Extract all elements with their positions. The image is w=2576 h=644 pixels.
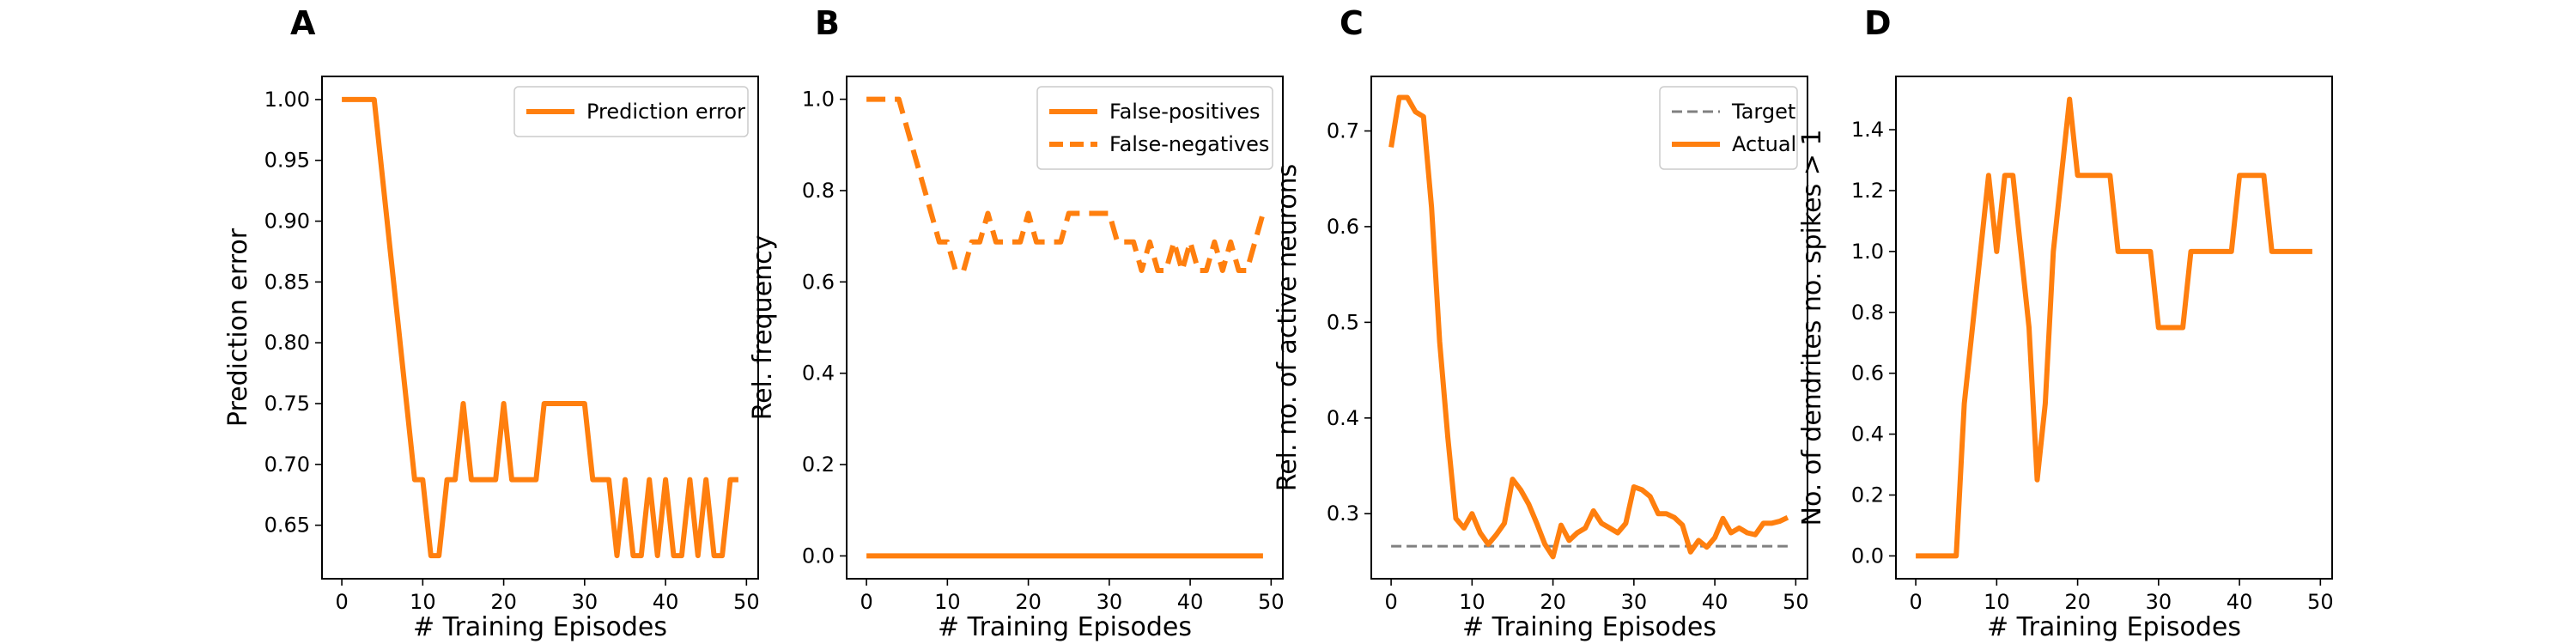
y-tick-label: 1.4 bbox=[1851, 118, 1884, 142]
axes-frame bbox=[1895, 76, 2333, 580]
y-tick-label: 0.0 bbox=[1851, 544, 1884, 568]
y-tick-label: 1.2 bbox=[1851, 179, 1884, 203]
y-tick-label: 0.6 bbox=[802, 270, 835, 294]
legend-entry: False-positives bbox=[1109, 100, 1261, 124]
x-tick-label: 50 bbox=[733, 590, 760, 614]
x-tick-label: 0 bbox=[335, 590, 348, 614]
y-axis-label: Prediction error bbox=[223, 228, 253, 427]
axes-frame bbox=[321, 76, 759, 580]
x-tick-label: 50 bbox=[2307, 590, 2334, 614]
y-tick-label: 0.95 bbox=[264, 149, 310, 173]
panel-letter: C bbox=[1340, 4, 1364, 42]
y-tick-label: 0.8 bbox=[1851, 301, 1884, 325]
series-line-main bbox=[1916, 96, 2312, 559]
panel-d: D 0 10 20 30 40 50 0.0 0.2 0.4 0.6 0.8 1.0 1.2 1.4 # Tr… bbox=[1797, 4, 2334, 642]
y-tick-label: 0.80 bbox=[264, 331, 310, 355]
x-tick-label: 40 bbox=[1177, 590, 1204, 614]
x-axis-label: # Training Episodes bbox=[1987, 612, 2241, 642]
x-tick-label: 50 bbox=[1258, 590, 1285, 614]
x-tick-label: 0 bbox=[860, 590, 872, 614]
x-tick-label: 20 bbox=[490, 590, 517, 614]
series-line-false-negatives bbox=[866, 96, 1266, 273]
y-tick-label: 0.3 bbox=[1327, 501, 1359, 526]
x-axis-label: # Training Episodes bbox=[938, 612, 1192, 642]
x-tick-label: 30 bbox=[1097, 590, 1123, 614]
panel-letter: B bbox=[815, 4, 840, 42]
x-tick-label: 10 bbox=[934, 590, 961, 614]
series-line-prediction-error bbox=[342, 96, 738, 559]
y-tick-label: 0.75 bbox=[264, 392, 310, 416]
y-tick-label: 1.0 bbox=[802, 88, 835, 112]
x-tick-label: 0 bbox=[1909, 590, 1922, 614]
y-tick-label: 0.2 bbox=[1851, 483, 1884, 507]
panel-b: B 0 10 20 30 40 50 0.0 0.2 0.4 0.6 0.8 1.0 # Training… bbox=[748, 4, 1285, 642]
x-axis-label: # Training Episodes bbox=[413, 612, 667, 642]
y-tick-label: 0.6 bbox=[1327, 215, 1359, 239]
y-tick-label: 1.00 bbox=[264, 88, 310, 112]
x-tick-label: 40 bbox=[2227, 590, 2253, 614]
y-tick-label: 0.0 bbox=[802, 544, 835, 568]
panel-letter: D bbox=[1864, 4, 1892, 42]
panel-a: A 0 10 20 30 40 50 0.65 0.70 0.75 0.80 0.85 0.90 0.95… bbox=[223, 4, 760, 642]
y-tick-label: 0.85 bbox=[264, 270, 310, 294]
legend-entry: Prediction error bbox=[586, 100, 745, 124]
legend-box bbox=[1659, 86, 1798, 170]
legend-entry: Target bbox=[1731, 100, 1795, 124]
y-tick-label: 0.4 bbox=[1327, 406, 1359, 430]
x-tick-label: 10 bbox=[1459, 590, 1485, 614]
legend-entry: Actual bbox=[1732, 132, 1796, 156]
x-tick-label: 30 bbox=[572, 590, 598, 614]
series-line-actual bbox=[1388, 94, 1789, 560]
y-axis-label: Rel. no. of active neurons bbox=[1273, 164, 1303, 492]
y-tick-label: 0.4 bbox=[1851, 422, 1884, 447]
y-tick-label: 0.65 bbox=[264, 513, 310, 538]
y-tick-label: 0.4 bbox=[802, 361, 835, 386]
x-tick-label: 10 bbox=[410, 590, 436, 614]
y-tick-label: 0.7 bbox=[1327, 119, 1359, 143]
y-tick-label: 1.0 bbox=[1851, 240, 1884, 264]
y-tick-label: 0.70 bbox=[264, 453, 310, 477]
legend-entry: False-negatives bbox=[1109, 132, 1269, 156]
y-axis-label: Rel. frequency bbox=[748, 235, 778, 421]
x-tick-label: 40 bbox=[653, 590, 679, 614]
y-tick-label: 0.5 bbox=[1327, 310, 1359, 334]
x-axis-label: # Training Episodes bbox=[1462, 612, 1716, 642]
panel-c: C 0 10 20 30 40 50 0.3 0.4 0.5 0.6 0.7 # Training Ep… bbox=[1273, 4, 1809, 642]
legend-box bbox=[513, 86, 749, 137]
x-tick-label: 20 bbox=[1540, 590, 1566, 614]
x-tick-label: 20 bbox=[1015, 590, 1042, 614]
axes-frame bbox=[1370, 76, 1808, 580]
y-axis-label: No. of dendrites no. spikes > 1 bbox=[1797, 129, 1827, 526]
x-tick-label: 40 bbox=[1702, 590, 1728, 614]
x-tick-label: 50 bbox=[1783, 590, 1809, 614]
legend-box bbox=[1036, 86, 1273, 170]
x-tick-label: 30 bbox=[2146, 590, 2172, 614]
x-tick-label: 20 bbox=[2064, 590, 2091, 614]
x-tick-label: 10 bbox=[1984, 590, 2010, 614]
axes-frame bbox=[846, 76, 1284, 580]
y-tick-label: 0.90 bbox=[264, 210, 310, 234]
x-tick-label: 30 bbox=[1621, 590, 1648, 614]
x-tick-label: 0 bbox=[1384, 590, 1397, 614]
y-tick-label: 0.2 bbox=[802, 453, 835, 477]
panel-letter: A bbox=[290, 4, 316, 42]
y-tick-label: 0.6 bbox=[1851, 361, 1884, 386]
y-tick-label: 0.8 bbox=[802, 179, 835, 203]
